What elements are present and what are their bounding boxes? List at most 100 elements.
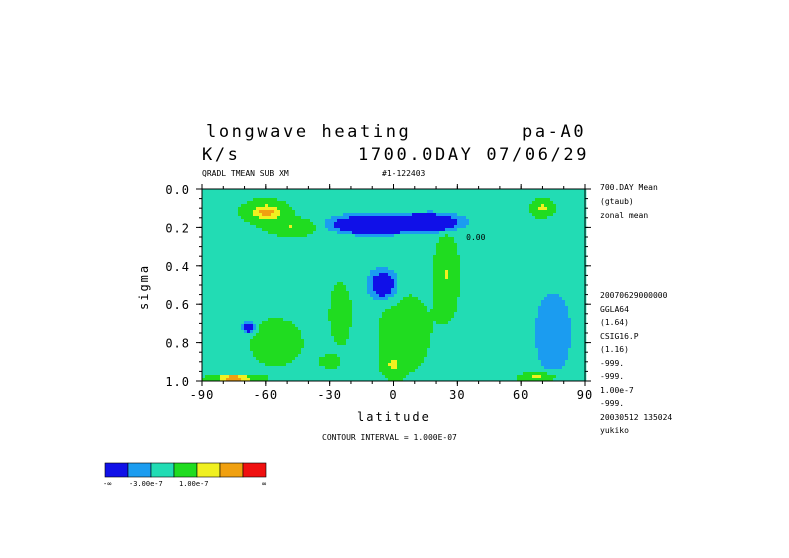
field-cell xyxy=(580,291,584,295)
field-cell xyxy=(412,192,416,196)
field-cell xyxy=(388,246,392,250)
field-cell xyxy=(457,246,461,250)
field-cell xyxy=(523,237,527,241)
field-cell xyxy=(511,213,515,217)
field-cell xyxy=(379,276,383,280)
field-cell xyxy=(250,198,254,202)
field-cell xyxy=(388,258,392,262)
field-cell xyxy=(529,249,533,253)
field-cell xyxy=(229,201,233,205)
field-cell xyxy=(253,294,257,298)
field-cell xyxy=(274,240,278,244)
field-cell xyxy=(466,249,470,253)
field-cell xyxy=(334,219,338,223)
field-cell xyxy=(217,207,221,211)
field-cell xyxy=(277,228,281,232)
field-cell xyxy=(463,213,467,217)
field-cell xyxy=(511,201,515,205)
field-cell xyxy=(403,192,407,196)
field-cell xyxy=(388,255,392,259)
field-cell xyxy=(475,267,479,271)
field-cell xyxy=(238,225,242,229)
field-cell xyxy=(448,273,452,277)
field-cell xyxy=(346,213,350,217)
field-cell xyxy=(532,303,536,307)
field-cell xyxy=(574,234,578,238)
field-cell xyxy=(544,246,548,250)
field-cell xyxy=(274,225,278,229)
field-cell xyxy=(262,255,266,259)
field-cell xyxy=(325,273,329,277)
field-cell xyxy=(274,288,278,292)
field-cell xyxy=(433,189,437,193)
field-cell xyxy=(448,243,452,247)
field-cell xyxy=(454,240,458,244)
field-cell xyxy=(529,207,533,211)
field-cell xyxy=(442,237,446,241)
field-cell xyxy=(502,198,506,202)
field-cell xyxy=(328,285,332,289)
field-cell xyxy=(403,225,407,229)
field-cell xyxy=(259,255,263,259)
field-cell xyxy=(229,261,233,265)
field-cell xyxy=(370,279,374,283)
field-cell xyxy=(379,201,383,205)
field-cell xyxy=(436,195,440,199)
field-cell xyxy=(367,282,371,286)
field-cell xyxy=(379,198,383,202)
field-cell xyxy=(256,285,260,289)
field-cell xyxy=(286,219,290,223)
field-cell xyxy=(361,273,365,277)
field-cell xyxy=(442,264,446,268)
field-cell xyxy=(514,201,518,205)
field-cell xyxy=(388,210,392,214)
field-cell xyxy=(418,204,422,208)
field-cell xyxy=(394,225,398,229)
field-cell xyxy=(577,216,581,220)
field-cell xyxy=(385,240,389,244)
field-cell xyxy=(328,282,332,286)
field-cell xyxy=(223,240,227,244)
field-cell xyxy=(571,279,575,283)
field-cell xyxy=(349,189,353,193)
field-cell xyxy=(340,192,344,196)
field-cell xyxy=(529,264,533,268)
field-cell xyxy=(496,231,500,235)
field-cell xyxy=(442,282,446,286)
field-cell xyxy=(286,240,290,244)
field-cell xyxy=(499,285,503,289)
field-cell xyxy=(346,282,350,286)
field-cell xyxy=(253,210,257,214)
field-cell xyxy=(550,192,554,196)
field-cell xyxy=(493,213,497,217)
field-cell xyxy=(229,249,233,253)
field-cell xyxy=(253,240,257,244)
field-cell xyxy=(352,222,356,226)
field-cell xyxy=(262,273,266,277)
field-cell xyxy=(361,300,365,304)
field-cell xyxy=(559,216,563,220)
field-cell xyxy=(529,300,533,304)
field-cell xyxy=(430,213,434,217)
field-cell xyxy=(493,267,497,271)
field-cell xyxy=(445,237,449,241)
field-cell xyxy=(337,198,341,202)
field-cell xyxy=(466,243,470,247)
field-cell xyxy=(436,297,440,301)
field-cell xyxy=(541,297,545,301)
field-cell xyxy=(448,258,452,262)
field-cell xyxy=(574,270,578,274)
field-cell xyxy=(319,189,323,193)
field-cell xyxy=(469,207,473,211)
field-cell xyxy=(550,267,554,271)
field-cell xyxy=(376,240,380,244)
field-cell xyxy=(295,276,299,280)
field-cell xyxy=(391,300,395,304)
field-cell xyxy=(442,273,446,277)
field-cell xyxy=(424,225,428,229)
field-cell xyxy=(355,234,359,238)
field-cell xyxy=(436,294,440,298)
field-cell xyxy=(571,201,575,205)
field-cell xyxy=(301,297,305,301)
field-cell xyxy=(307,195,311,199)
